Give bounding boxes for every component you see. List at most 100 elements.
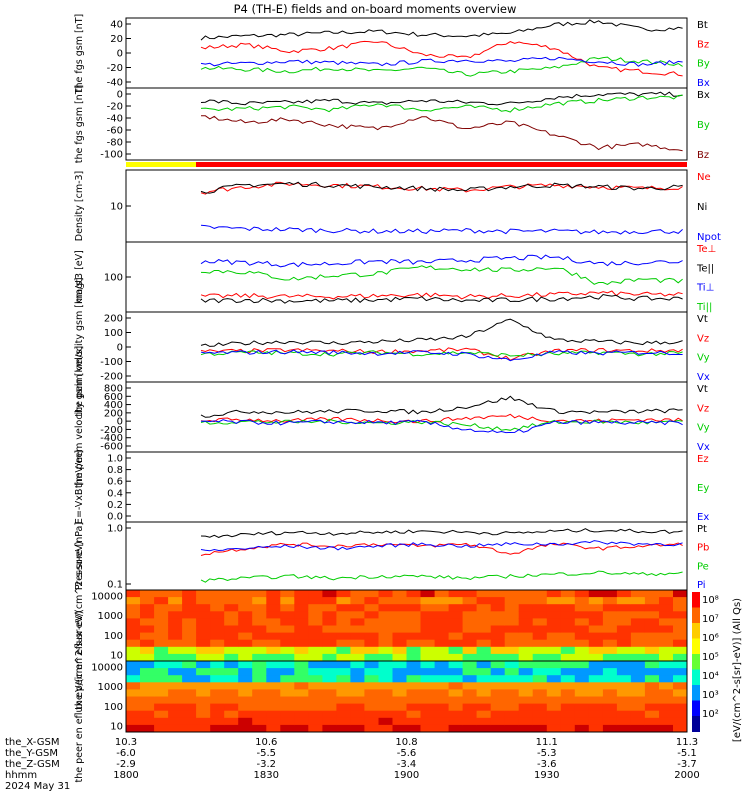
spectrogram-cell [560, 604, 576, 612]
spectrogram-cell [336, 632, 351, 641]
spectrogram-cell [336, 639, 351, 648]
spectrogram-cell [280, 696, 295, 705]
spectrogram-cell [518, 703, 534, 712]
spectrogram-cell [294, 604, 309, 612]
spectrogram-cell [574, 604, 590, 612]
panel-ylabel: Pressure [nPa] [74, 522, 85, 590]
spectrogram-cell [350, 632, 365, 641]
spectrogram-cell [462, 604, 478, 612]
ytick-label: 100 [104, 702, 123, 713]
spectrogram-cell [406, 590, 421, 598]
panel-ylabel: the peir en eflux eV/(cm^2-s-sr-eV) [74, 541, 85, 710]
spectrogram-cell [532, 611, 548, 619]
spectrogram-cell [490, 625, 506, 634]
spectrogram-cell [490, 710, 506, 719]
footer-tick: -3.7 [677, 759, 697, 770]
series-line-Pb [200, 542, 683, 556]
spectrogram-cell [434, 710, 450, 719]
spectrogram-cell [644, 717, 660, 726]
spectrogram-cell [448, 682, 464, 690]
spectrogram-cell [154, 618, 169, 626]
colorbar-swatch [692, 700, 700, 717]
spectrogram-cell [588, 661, 604, 669]
spectrogram-cell [504, 703, 520, 712]
spectrogram-cell [434, 661, 450, 669]
spectrogram-cell [196, 696, 211, 705]
spectrogram-cell [210, 696, 225, 705]
spectrogram-cell [280, 710, 295, 719]
spectrogram-cell [154, 590, 169, 598]
spectrogram-cell [140, 682, 155, 690]
footer-tick: 10.8 [395, 737, 417, 748]
spectrogram-cell [588, 590, 604, 598]
footer-row-label: hhmm [5, 770, 37, 781]
colorbar-tick: 10⁸ [702, 595, 719, 606]
spectrogram-cell [168, 590, 183, 598]
series-line-Te|| [200, 293, 683, 304]
series-line-Vy [200, 418, 683, 431]
spectrogram-cell [602, 668, 618, 676]
spectrogram-cell [448, 696, 464, 705]
spectrogram-cell [518, 590, 534, 598]
colorbar-tick: 10² [702, 709, 719, 720]
ytick-label: 100 [104, 328, 123, 339]
footer-date: 2024 May 31 [5, 781, 70, 792]
spectrogram-cell [378, 597, 393, 605]
spectrogram-cell [336, 661, 351, 669]
spectrogram-cell [673, 661, 688, 669]
legend-Ez: Ez [697, 454, 709, 465]
spectrogram-cell [490, 703, 506, 712]
spectrogram-cell [196, 724, 211, 733]
spectrogram-cell [532, 724, 548, 733]
spectrogram-cell [434, 639, 450, 648]
ytick-label: -200 [100, 425, 123, 436]
spectrogram-cell [406, 668, 421, 676]
spectrogram-cell [378, 724, 393, 733]
spectrogram-cell [546, 625, 562, 634]
spectrogram-cell [574, 682, 590, 690]
spectrogram-cell [224, 675, 239, 683]
spectrogram-cell [504, 639, 520, 648]
spectrogram-cell [350, 724, 365, 733]
spectrogram-cell [364, 696, 379, 705]
footer-tick: -2.9 [116, 759, 136, 770]
spectrogram-cell [420, 696, 435, 705]
spectrogram-cell [308, 689, 323, 697]
series-line-Bt [200, 19, 683, 41]
spectrogram-cell [392, 604, 407, 612]
panel-ylabel: the peem velocity gsm [km/s] [74, 346, 85, 488]
spectrogram-cell [154, 668, 169, 676]
footer-row-label: the_Y-GSM [5, 748, 58, 759]
spectrogram-cell [238, 689, 253, 697]
spectrogram-cell [182, 661, 197, 669]
spectrogram-cell [364, 646, 379, 655]
spectrogram-cell [644, 632, 660, 641]
spectrogram-cell [154, 696, 169, 705]
spectrogram-cell [266, 611, 281, 619]
spectrogram-cell [140, 724, 155, 733]
spectrogram-cell [673, 625, 688, 634]
spectrogram-cell [644, 668, 660, 676]
spectrogram-cell [322, 661, 337, 669]
spectrogram-cell [294, 703, 309, 712]
legend-Ti||: Ti|| [696, 302, 712, 313]
spectrogram-cell [126, 597, 141, 605]
spectrogram-cell [364, 675, 379, 683]
spectrogram-cell [322, 590, 337, 598]
spectrogram-cell [518, 625, 534, 634]
spectrogram-cell [336, 668, 351, 676]
spectrogram-cell [182, 590, 197, 598]
spectrogram-cell [476, 675, 492, 683]
footer-tick: 11.1 [536, 737, 558, 748]
footer-tick: -6.0 [116, 748, 136, 759]
spectrogram-cell [140, 646, 155, 655]
footer-tick: 11.3 [676, 737, 698, 748]
spectrogram-cell [602, 611, 618, 619]
spectrogram-cell [602, 639, 618, 648]
spectrogram-cell [659, 703, 674, 712]
spectrogram-cell [518, 696, 534, 705]
spectrogram-cell [126, 639, 141, 648]
spectrogram-cell [448, 668, 464, 676]
spectrogram-cell [336, 696, 351, 705]
